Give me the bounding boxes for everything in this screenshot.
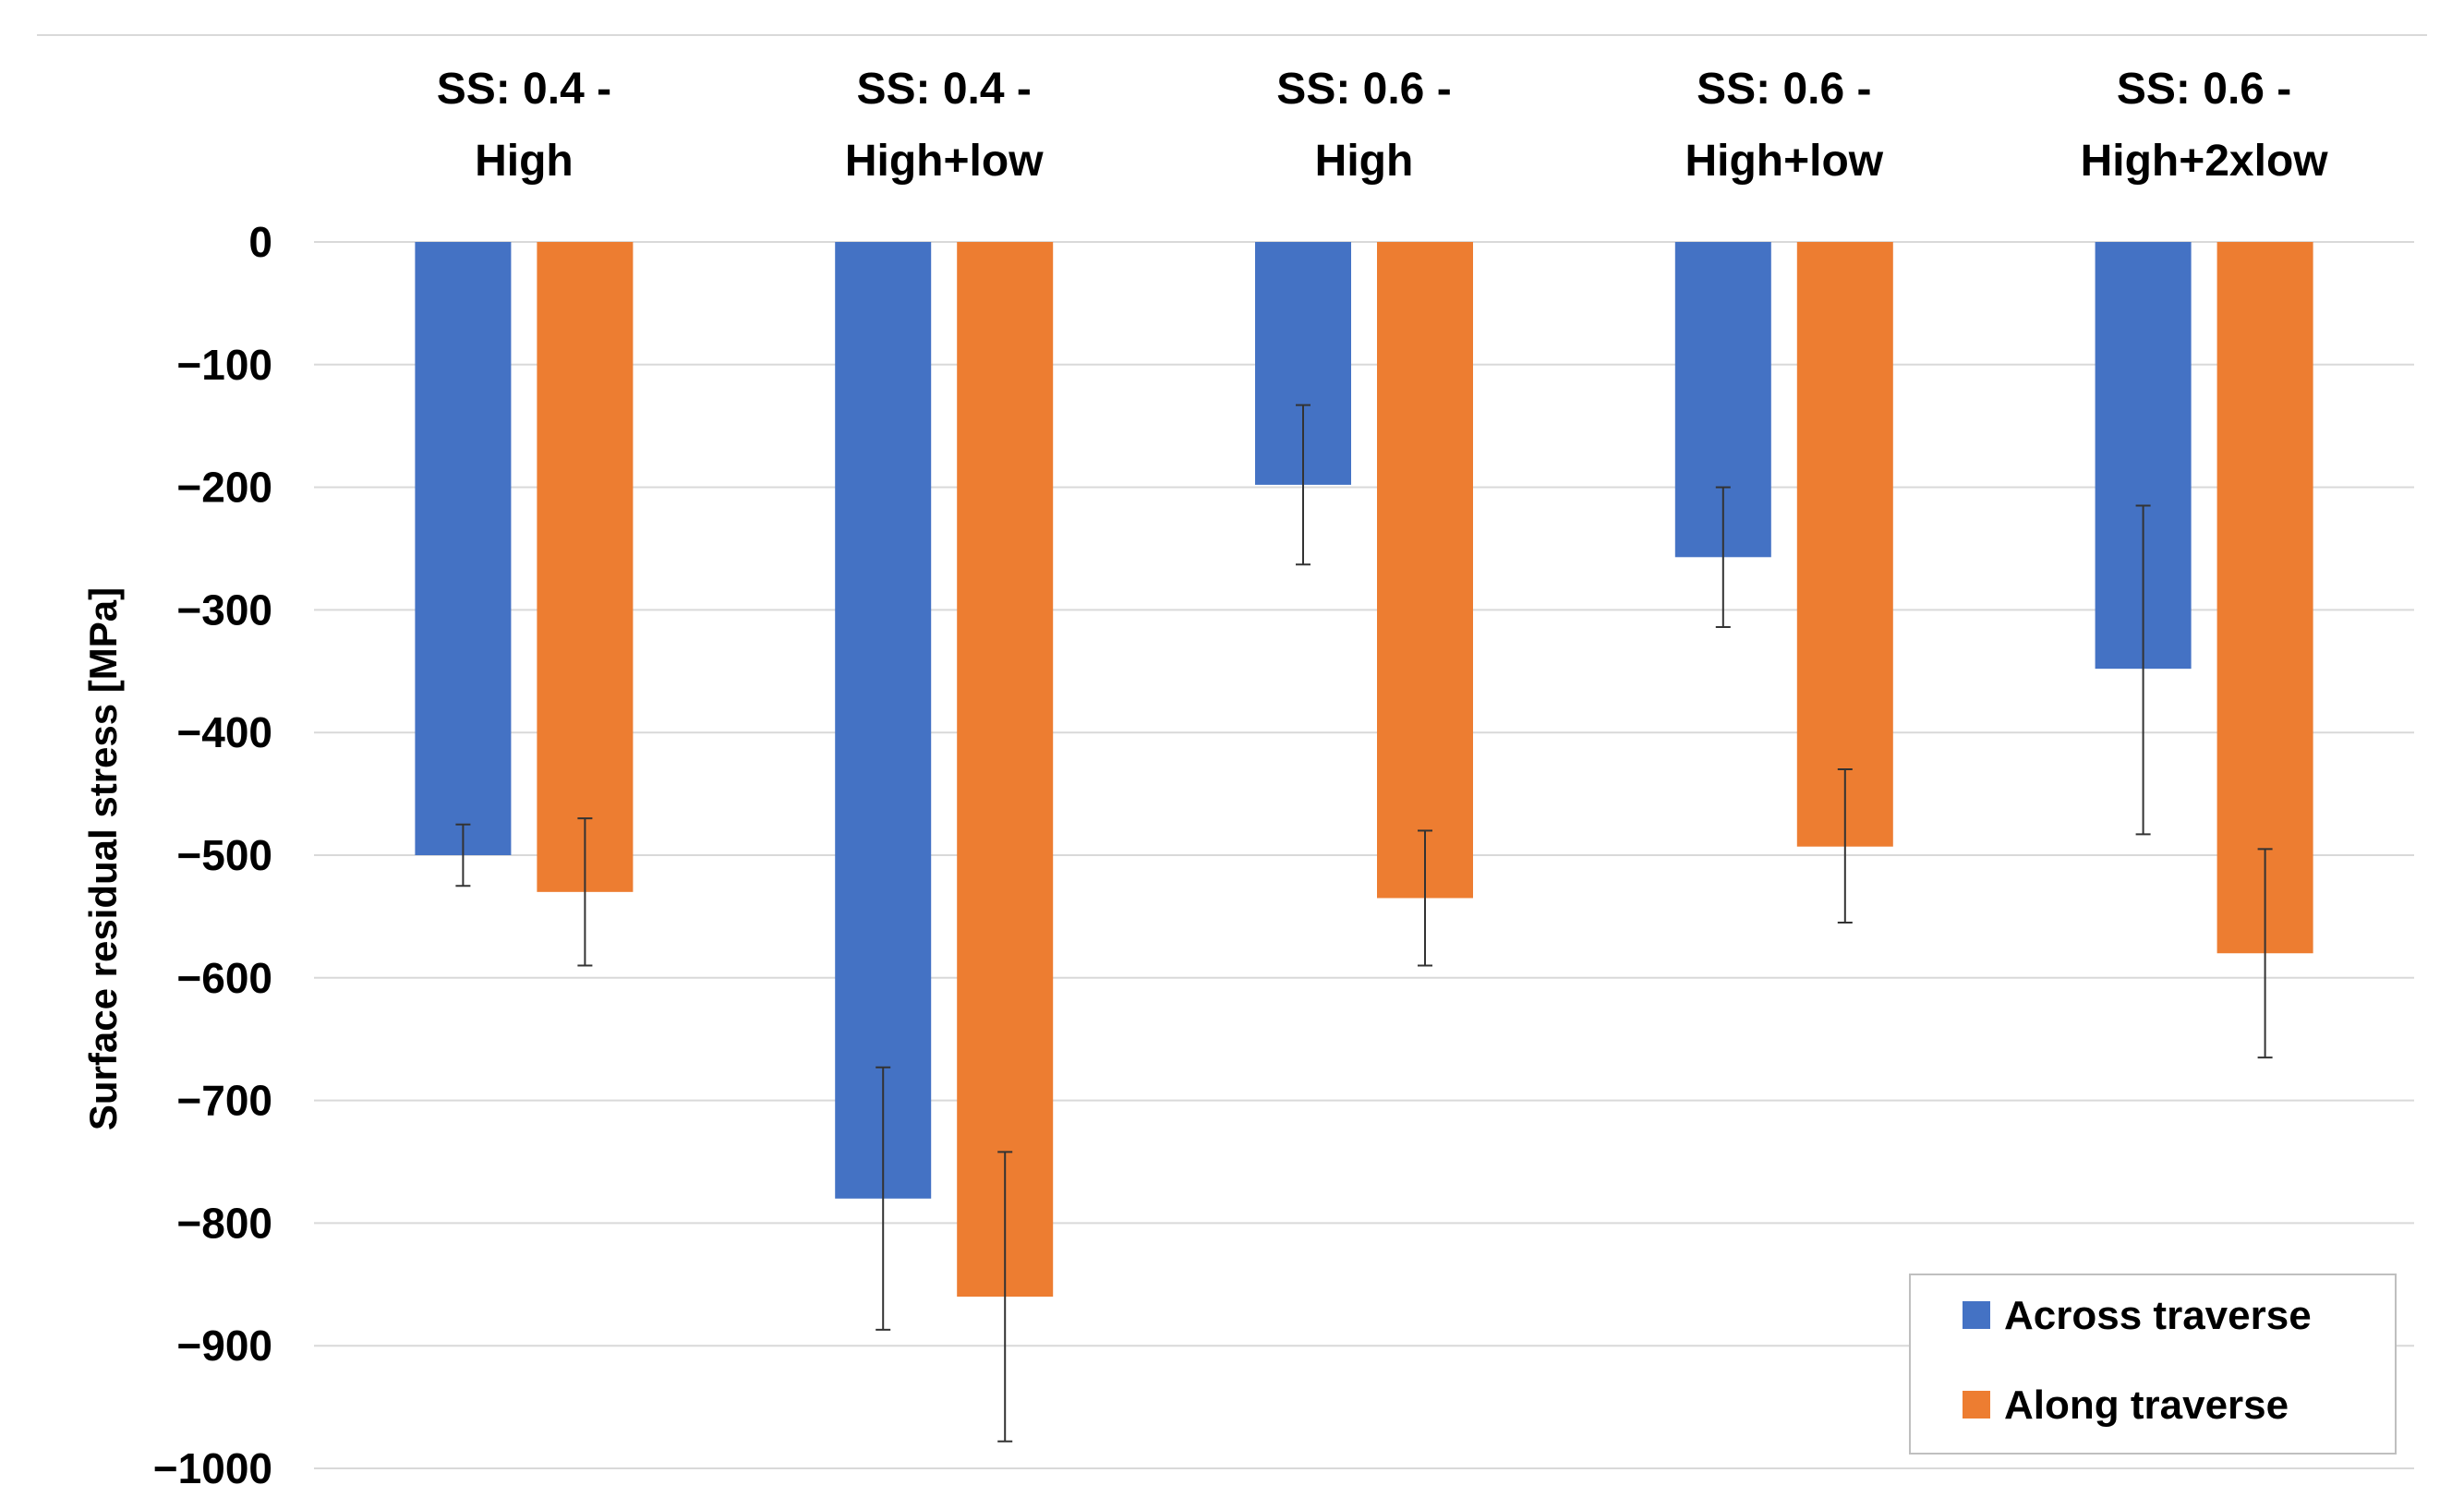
bar-across	[835, 242, 932, 1199]
legend-label-along: Along traverse	[2004, 1382, 2289, 1428]
y-tick-label: −500	[176, 831, 272, 879]
legend-label-across: Across traverse	[2004, 1293, 2312, 1338]
category-label: SS: 0.4 -	[437, 65, 611, 114]
legend-swatch-along	[1963, 1391, 1990, 1419]
y-tick-label: −600	[176, 954, 272, 1002]
category-label: High+low	[845, 137, 1044, 186]
legend-box	[1909, 1274, 2397, 1455]
category-label: High	[475, 137, 574, 186]
y-tick-label: −1000	[153, 1444, 272, 1492]
legend-swatch-across	[1963, 1301, 1990, 1329]
bar-along	[1796, 242, 1893, 847]
category-label: High+low	[1685, 137, 1883, 186]
y-tick-label: −700	[176, 1077, 272, 1125]
gridlines	[314, 241, 2414, 1469]
bar-along	[1377, 242, 1473, 899]
y-tick-label: −400	[176, 708, 272, 756]
category-labels: SS: 0.4 - High SS: 0.4 - High+low SS: 0.6 - H…	[437, 65, 2329, 186]
y-tick-label: −900	[176, 1322, 272, 1370]
bar-across	[415, 242, 512, 855]
bar-along	[537, 242, 634, 892]
y-tick-label: −100	[176, 341, 272, 389]
bars	[415, 242, 2313, 1298]
y-tick-label: −800	[176, 1199, 272, 1247]
category-label: High+2xlow	[2081, 137, 2329, 186]
category-label: SS: 0.6 -	[1276, 65, 1451, 114]
category-label: SS: 0.6 -	[2117, 65, 2291, 114]
y-tick-label: −300	[176, 586, 272, 634]
category-label: High	[1315, 137, 1414, 186]
category-label: SS: 0.4 -	[856, 65, 1031, 114]
legend: Across traverse Along traverse	[1909, 1274, 2397, 1455]
bar-along	[2216, 242, 2313, 954]
bar-along	[957, 242, 1054, 1298]
error-bars	[455, 404, 2273, 1443]
y-tick-label: −200	[176, 464, 272, 512]
y-tick-label: 0	[248, 218, 272, 266]
y-axis-title: Surface residual stress [MPa]	[81, 587, 125, 1130]
y-axis-tick-labels: 0 −100 −200 −300 −400 −500 −600 −700 −800 −900 −10…	[153, 218, 272, 1492]
category-label: SS: 0.6 -	[1697, 65, 1871, 114]
